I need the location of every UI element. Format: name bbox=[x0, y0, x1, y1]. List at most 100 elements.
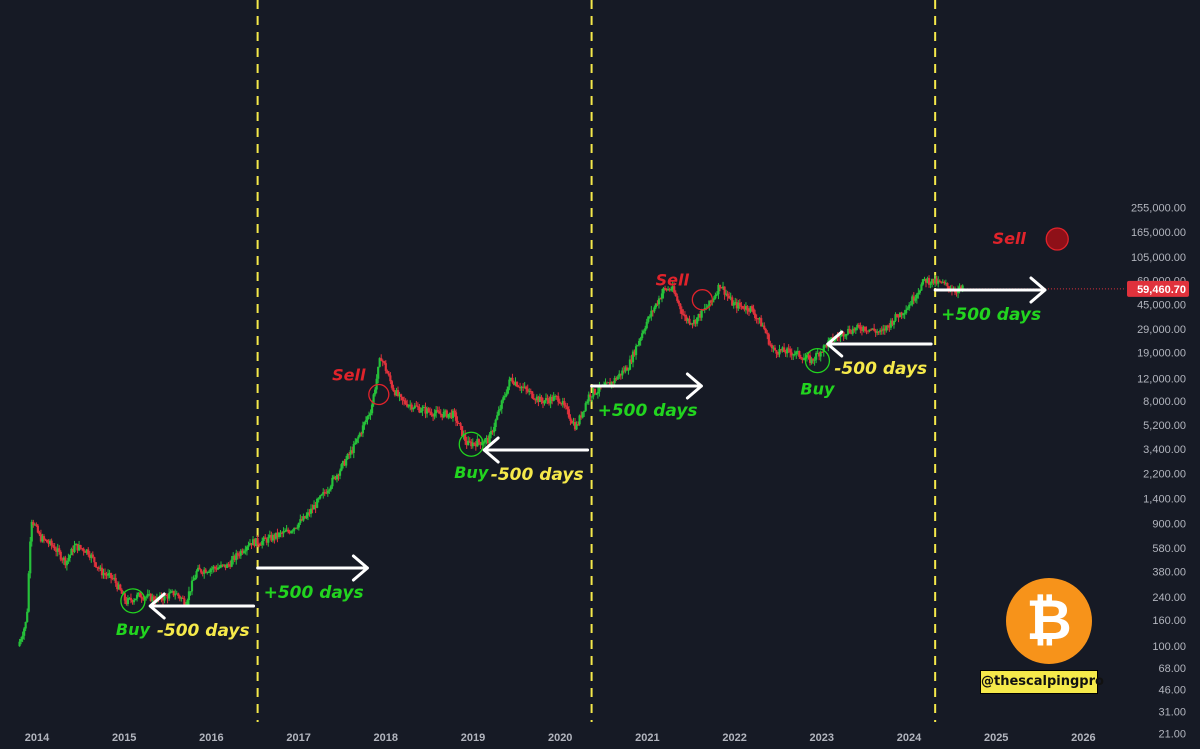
candle-body bbox=[403, 400, 406, 402]
candle-body bbox=[203, 569, 206, 574]
candle-body bbox=[744, 306, 748, 310]
x-tick-label: 2015 bbox=[112, 732, 136, 744]
candle-body bbox=[584, 403, 587, 411]
candle-body bbox=[940, 281, 943, 283]
candle-body bbox=[854, 327, 857, 331]
candle-body bbox=[207, 572, 210, 574]
candle-body bbox=[290, 531, 293, 534]
plus-500-days-label: +500 days bbox=[264, 583, 364, 603]
candle-body bbox=[117, 584, 120, 590]
candle-body bbox=[377, 366, 380, 379]
candle-body bbox=[616, 376, 619, 380]
candle-body bbox=[502, 397, 505, 401]
candle-body bbox=[712, 298, 715, 300]
candle-body bbox=[770, 344, 773, 348]
candle-body bbox=[279, 532, 282, 534]
candle-body bbox=[534, 399, 537, 401]
candle-body bbox=[364, 420, 368, 423]
candle-body bbox=[56, 548, 59, 552]
candle-body bbox=[267, 537, 270, 543]
candle-body bbox=[32, 521, 35, 525]
candle-body bbox=[721, 286, 725, 289]
candle-body bbox=[68, 555, 72, 558]
candle-body bbox=[436, 410, 439, 412]
y-tick-label: 380.00 bbox=[1152, 567, 1186, 579]
candle-body bbox=[398, 394, 401, 396]
candle-body bbox=[312, 505, 316, 510]
candle-body bbox=[50, 540, 53, 546]
candle-body bbox=[139, 592, 142, 598]
candle-body bbox=[857, 324, 860, 327]
candle-body bbox=[613, 377, 616, 383]
candle-body bbox=[224, 564, 227, 568]
candle-body bbox=[137, 592, 140, 595]
candle-body bbox=[366, 416, 369, 421]
candle-body bbox=[776, 353, 780, 355]
candle-body bbox=[741, 306, 744, 309]
candle-body bbox=[244, 550, 247, 552]
candle-body bbox=[590, 396, 593, 398]
minus-500-days-label: -500 days bbox=[157, 621, 250, 641]
candle-body bbox=[908, 304, 911, 309]
candle-body bbox=[148, 594, 151, 596]
candle-body bbox=[270, 534, 273, 541]
candle-body bbox=[892, 320, 896, 325]
candle-body bbox=[929, 283, 932, 285]
candle-body bbox=[311, 508, 314, 510]
candle-body bbox=[837, 336, 841, 338]
candle-body bbox=[958, 286, 961, 290]
candle-body bbox=[848, 329, 851, 333]
candle-body bbox=[798, 351, 801, 357]
candle-body bbox=[573, 422, 577, 430]
candle-body bbox=[782, 347, 786, 352]
candle-body bbox=[450, 412, 453, 418]
candle-body bbox=[253, 539, 256, 546]
candle-body bbox=[628, 359, 632, 370]
candle-body bbox=[47, 542, 50, 544]
candle-body bbox=[961, 285, 964, 289]
candle-body bbox=[537, 396, 540, 403]
candle-body bbox=[268, 534, 271, 538]
candle-body bbox=[439, 413, 442, 415]
candle-body bbox=[456, 420, 459, 423]
candle-body bbox=[650, 310, 653, 317]
candle-body bbox=[589, 394, 592, 398]
x-tick-label: 2026 bbox=[1071, 732, 1095, 744]
candle-body bbox=[378, 358, 381, 367]
candle-body bbox=[340, 464, 343, 471]
candle-body bbox=[198, 567, 201, 570]
y-tick-label: 29,000.00 bbox=[1137, 324, 1186, 336]
candle-body bbox=[860, 329, 864, 331]
candle-body bbox=[93, 557, 96, 563]
candle-body bbox=[216, 567, 220, 570]
candle-body bbox=[813, 359, 816, 361]
candle-body bbox=[409, 404, 412, 406]
candle-body bbox=[392, 387, 395, 392]
candle-body bbox=[926, 278, 929, 283]
candle-body bbox=[888, 325, 891, 328]
candle-body bbox=[116, 583, 119, 590]
candle-body bbox=[773, 347, 777, 351]
candle-body bbox=[708, 300, 711, 307]
candle-body bbox=[242, 551, 245, 553]
candle-body bbox=[468, 440, 471, 442]
candle-body bbox=[291, 530, 294, 532]
candle-body bbox=[39, 534, 43, 542]
candle-body bbox=[660, 293, 664, 299]
candle-body bbox=[238, 555, 241, 557]
candle-body bbox=[912, 296, 915, 301]
candle-body bbox=[618, 373, 621, 377]
candle-body bbox=[428, 411, 432, 413]
candle-body bbox=[305, 515, 308, 519]
candle-body bbox=[732, 303, 735, 306]
candle-body bbox=[383, 361, 386, 364]
candle-body bbox=[457, 422, 461, 424]
candle-body bbox=[772, 347, 775, 349]
candle-body bbox=[300, 519, 303, 521]
candle-body bbox=[593, 388, 596, 395]
candle-body bbox=[697, 313, 700, 318]
candle-body bbox=[21, 635, 24, 640]
candle-body bbox=[931, 278, 934, 284]
candle-body bbox=[189, 591, 192, 593]
candle-body bbox=[700, 309, 703, 318]
